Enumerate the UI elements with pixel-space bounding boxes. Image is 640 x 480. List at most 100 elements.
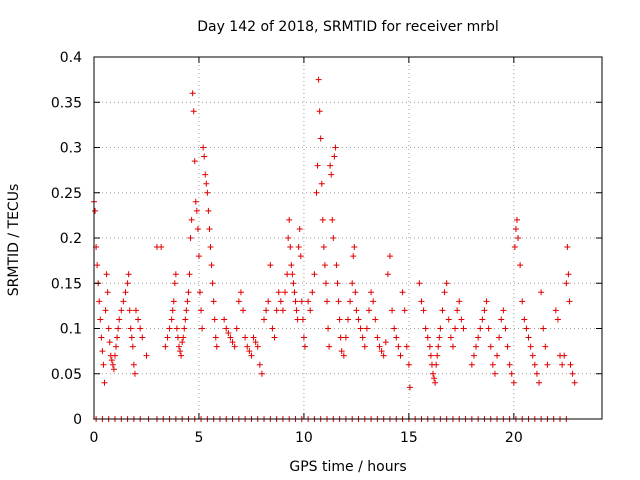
data-point — [191, 158, 198, 165]
data-point — [330, 235, 337, 241]
data-point — [279, 307, 286, 314]
y-axis-label: SRMTID / TECUs — [6, 184, 22, 297]
data-point — [101, 379, 108, 386]
data-point — [437, 325, 444, 332]
data-point — [340, 352, 347, 359]
data-point — [252, 339, 259, 346]
data-point — [563, 280, 570, 287]
data-point — [315, 76, 322, 83]
data-point — [284, 271, 291, 278]
data-point — [297, 253, 304, 260]
data-point — [449, 343, 456, 350]
data-point — [180, 334, 187, 341]
data-point — [103, 271, 110, 278]
data-point — [183, 307, 190, 314]
data-point — [203, 180, 210, 187]
data-point — [479, 316, 486, 323]
y-tick-label: 0 — [73, 412, 82, 428]
data-point — [468, 361, 475, 368]
data-point — [108, 357, 115, 364]
data-point — [334, 280, 341, 287]
data-point — [517, 262, 524, 269]
data-point — [337, 334, 344, 341]
data-point — [533, 370, 540, 377]
data-point — [347, 298, 354, 305]
data-point — [487, 343, 494, 350]
data-point — [300, 334, 307, 341]
data-point — [391, 325, 398, 332]
data-point — [393, 334, 400, 341]
data-point — [207, 244, 214, 251]
data-point — [169, 307, 176, 314]
data-point — [290, 280, 297, 287]
data-point — [434, 352, 441, 359]
y-tick-label: 0.1 — [60, 322, 82, 338]
data-point — [353, 307, 360, 314]
data-point — [401, 307, 408, 314]
data-point — [291, 289, 298, 296]
data-point — [231, 343, 238, 350]
data-point — [439, 307, 446, 314]
data-point — [277, 298, 284, 305]
data-point — [258, 370, 265, 377]
y-tick-label: 0.2 — [60, 231, 82, 247]
data-point — [559, 361, 566, 368]
data-point — [328, 171, 335, 178]
data-point — [363, 325, 370, 332]
data-point — [189, 90, 196, 97]
y-tick-label: 0.35 — [51, 95, 82, 111]
data-point — [174, 334, 181, 341]
data-point — [240, 307, 247, 314]
x-tick-labels: 0 5 10 15 20 — [90, 430, 523, 446]
data-point — [92, 207, 99, 214]
data-point — [298, 298, 305, 305]
grid-lines — [94, 57, 602, 419]
data-point — [132, 307, 139, 314]
data-point — [171, 280, 178, 287]
data-point — [368, 289, 375, 296]
y-tick-label: 0.25 — [51, 186, 82, 202]
data-point — [331, 153, 338, 160]
data-point — [143, 352, 150, 359]
data-point — [342, 334, 349, 341]
data-point — [286, 216, 293, 223]
data-point — [511, 244, 518, 251]
data-point — [336, 316, 343, 323]
data-point — [204, 189, 211, 196]
data-point — [491, 370, 498, 377]
data-point — [244, 343, 251, 350]
data-point — [365, 307, 372, 314]
data-point — [282, 289, 289, 296]
axis-ticks — [93, 56, 602, 420]
data-point — [406, 384, 413, 391]
data-point — [114, 334, 121, 341]
data-point — [135, 316, 142, 323]
x-tick-label: 10 — [295, 430, 313, 446]
data-point — [470, 352, 477, 359]
data-point — [205, 207, 212, 214]
data-point — [166, 325, 173, 332]
data-point — [227, 334, 234, 341]
data-point — [275, 289, 282, 296]
data-point — [273, 307, 280, 314]
data-point — [418, 298, 425, 305]
data-point — [181, 325, 188, 332]
data-point — [510, 379, 517, 386]
data-point — [296, 225, 303, 232]
data-point — [192, 198, 199, 205]
data-point — [267, 262, 274, 269]
x-tick-label: 0 — [90, 430, 99, 446]
data-point — [110, 366, 117, 373]
data-point — [321, 262, 328, 269]
data-point — [208, 262, 215, 269]
data-point — [324, 298, 331, 305]
data-point — [395, 343, 402, 350]
data-point — [170, 298, 177, 305]
data-point — [443, 280, 450, 287]
data-point — [427, 352, 434, 359]
data-point — [94, 262, 101, 269]
data-point — [295, 244, 302, 251]
data-point — [320, 244, 327, 251]
data-point — [314, 162, 321, 169]
